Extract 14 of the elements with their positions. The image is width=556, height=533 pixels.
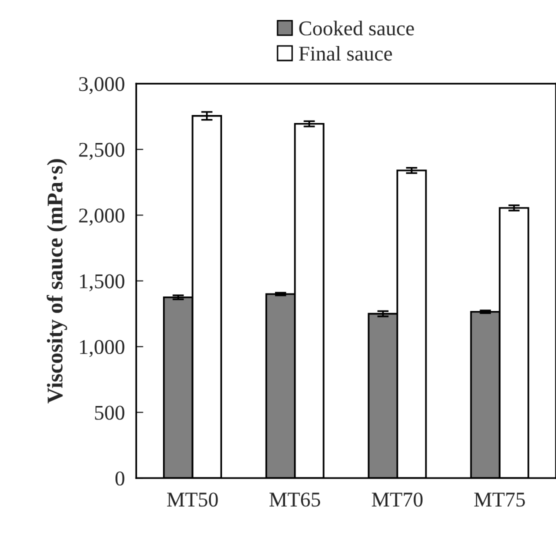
y-tick-label: 0 bbox=[115, 471, 124, 486]
x-tick-label: MT50 bbox=[167, 492, 218, 507]
y-tick-label: 1,000 bbox=[80, 340, 124, 358]
y-tick-label: 3,000 bbox=[79, 77, 124, 94]
x-tick-label: MT75 bbox=[474, 492, 525, 507]
y-tick-label: 2,500 bbox=[79, 142, 124, 160]
legend-label: Cooked sauce bbox=[299, 20, 414, 36]
x-tick-label: MT65 bbox=[269, 492, 320, 507]
y-tick-label: 500 bbox=[95, 406, 124, 420]
legend-label: Final sauce bbox=[298, 46, 392, 61]
y-tick-label: 2,000 bbox=[79, 208, 124, 226]
y-axis-title: Viscosity of sauce (mPa·s) bbox=[46, 159, 68, 404]
x-tick-label: MT70 bbox=[372, 492, 423, 507]
y-tick-label: 1,500 bbox=[80, 274, 124, 292]
